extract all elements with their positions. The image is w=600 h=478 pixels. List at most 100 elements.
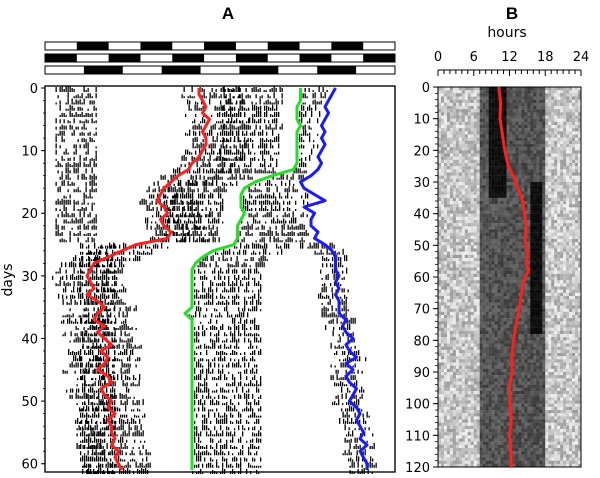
heatmap-cell [440,381,445,385]
heatmap-cell [548,239,552,243]
heatmap-cell [449,286,454,290]
heatmap-cell [455,340,460,344]
heatmap-cell [443,109,448,113]
heatmap-cell [446,318,451,322]
heatmap-cell [488,242,492,246]
heatmap-cell [467,159,471,164]
heatmap-cell [473,90,477,94]
heatmap-cell [497,349,501,354]
heatmap-cell [464,153,468,157]
heatmap-cell [500,387,504,392]
heatmap-cell [476,359,480,363]
heatmap-cell [443,188,448,192]
heatmap-cell [479,220,483,224]
heatmap-cell [479,381,483,385]
heatmap-cell [524,302,528,306]
heatmap-cell [557,121,561,126]
heatmap-cell [461,112,466,116]
heatmap-cell [560,280,564,284]
heatmap-cell [566,277,570,281]
heatmap-cell [455,210,460,214]
heatmap-cell [446,188,451,192]
heatmap-cell [560,232,564,237]
heatmap-cell [509,273,513,278]
heatmap-cell [464,216,468,221]
heatmap-cell [536,378,540,382]
heatmap-cell [479,305,483,309]
heatmap-cell [438,353,442,357]
heatmap-cell [527,87,531,91]
heatmap-cell [485,308,489,313]
heatmap-cell [494,308,498,313]
heatmap-cell [470,264,474,268]
heatmap-cell [479,365,483,370]
heatmap-cell [527,334,531,338]
heatmap-cell [503,172,507,176]
heatmap-cell [449,337,454,341]
heatmap-cell [488,280,492,284]
heatmap-cell [572,128,576,132]
heatmap-cell [524,286,528,290]
heatmap-cell [458,235,463,240]
heatmap-cell [575,251,579,256]
heatmap-cell [515,121,519,126]
heatmap-cell [551,182,555,186]
heatmap-cell [455,292,460,297]
heatmap-cell [485,296,489,300]
heatmap-cell [557,235,561,240]
heatmap-cell [473,372,477,376]
heatmap-cell [566,229,570,233]
heatmap-cell [545,178,549,183]
heatmap-cell [479,324,483,328]
heatmap-cell [488,191,492,195]
heatmap-cell [455,223,460,227]
heatmap-cell [500,289,504,294]
heatmap-cell [533,267,537,271]
heatmap-cell [449,90,454,94]
heatmap-cell [521,375,525,379]
heatmap-cell [566,87,570,91]
heatmap-cell [491,201,495,205]
heatmap-cell [440,166,445,170]
heatmap-cell [566,169,570,173]
heatmap-cell [509,296,513,300]
heatmap-cell [563,387,567,392]
heatmap-cell [518,204,522,208]
heatmap-cell [458,112,463,116]
heatmap-cell [530,289,534,294]
heatmap-cell [494,299,498,303]
heatmap-cell [506,197,510,202]
heatmap-cell [485,229,489,233]
heatmap-cell [464,324,468,328]
heatmap-cell [521,273,525,278]
heatmap-cell [482,102,486,107]
heatmap-cell [438,280,442,284]
heatmap-cell [512,207,516,211]
heatmap-cell [485,112,489,116]
activity-row [223,142,249,149]
heatmap-cell [458,267,463,271]
heatmap-cell [572,229,576,233]
heatmap-cell [461,292,466,297]
heatmap-cell [470,185,474,189]
heatmap-cell [491,194,495,199]
heatmap-cell [569,131,573,135]
heatmap-cell [527,318,531,322]
heatmap-cell [521,134,525,138]
heatmap-cell [464,242,468,246]
heatmap-cell [446,362,451,366]
heatmap-cell [503,125,507,129]
heatmap-cell [524,365,528,370]
heatmap-cell [464,245,468,249]
heatmap-cell [566,134,570,138]
heatmap-cell [482,359,486,363]
heatmap-cell [449,267,454,271]
heatmap-cell [512,280,516,284]
heatmap-cell [521,327,525,332]
heatmap-cell [440,302,445,306]
heatmap-cell [533,264,537,268]
heatmap-cell [578,299,582,303]
heatmap-cell [563,121,567,126]
activity-row [330,374,356,381]
heatmap-cell [449,87,454,91]
